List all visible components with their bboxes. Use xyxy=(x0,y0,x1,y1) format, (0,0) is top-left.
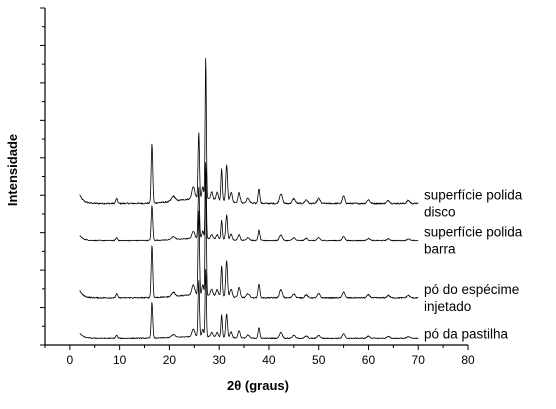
series-label: barra xyxy=(424,242,456,257)
series-label: pó da pastilha xyxy=(424,326,509,341)
chart-axes xyxy=(44,8,468,346)
series-line xyxy=(79,268,419,340)
x-tick-label: 40 xyxy=(262,353,276,367)
series-traces xyxy=(79,58,419,340)
x-tick-label: 50 xyxy=(312,353,326,367)
y-ticks xyxy=(40,7,45,346)
series-label: pó do espécime xyxy=(424,282,519,297)
y-axis-title: Intensidade xyxy=(5,134,20,206)
x-axis-title: 2θ (graus) xyxy=(227,378,289,393)
series-line xyxy=(79,58,419,205)
series-label: superfície polida xyxy=(424,187,523,202)
x-tick-label: 30 xyxy=(212,353,226,367)
series-labels: superfície polida disco superfície polida b… xyxy=(424,187,523,341)
x-tick-label: 70 xyxy=(412,353,426,367)
x-tick-label: 60 xyxy=(362,353,376,367)
x-ticks: 0 10 20 30 40 50 60 70 80 xyxy=(44,345,475,367)
x-tick-label: 10 xyxy=(113,353,127,367)
x-tick-label: 0 xyxy=(67,353,74,367)
series-line xyxy=(79,170,419,299)
series-line xyxy=(79,162,419,242)
series-label: superfície polida xyxy=(424,225,523,240)
x-tick-label: 20 xyxy=(163,353,177,367)
series-label: injetado xyxy=(424,299,471,314)
series-label: disco xyxy=(424,204,456,219)
x-tick-label: 80 xyxy=(461,353,475,367)
